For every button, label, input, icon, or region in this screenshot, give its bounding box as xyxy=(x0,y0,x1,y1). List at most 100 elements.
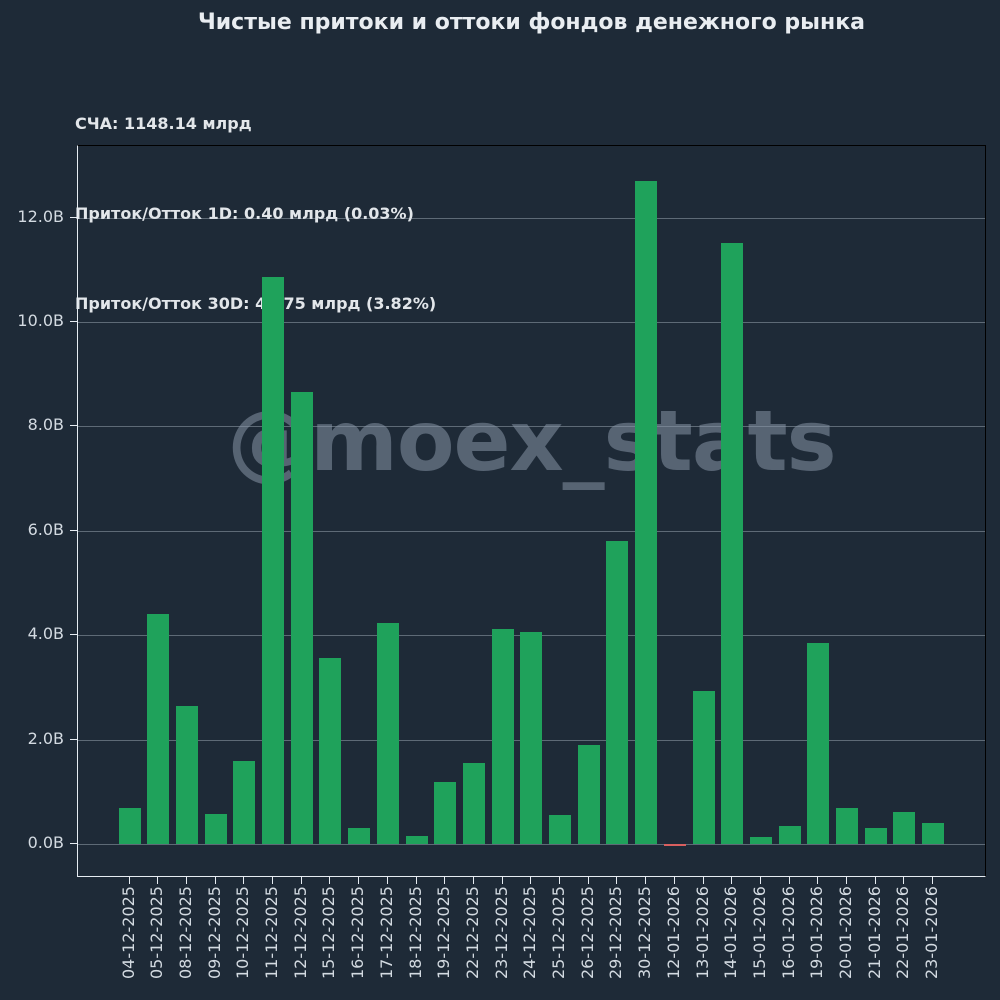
bar-23-01-2026 xyxy=(922,822,945,845)
y-tick-mark xyxy=(70,843,77,845)
bar-22-01-2026 xyxy=(893,812,916,844)
x-tick-label: 04-12-2025 xyxy=(118,886,138,979)
watermark: @moex_stats xyxy=(227,392,836,490)
bar-16-12-2025 xyxy=(348,828,371,845)
bar-04-12-2025 xyxy=(118,807,141,844)
x-tick-label: 20-01-2026 xyxy=(836,886,855,979)
bar-19-12-2025 xyxy=(434,781,457,844)
x-tick-label: 30-12-2025 xyxy=(635,886,655,979)
x-tick-label: 23-01-2026 xyxy=(922,886,942,979)
bar-22-12-2025 xyxy=(462,762,485,844)
bar-21-01-2026 xyxy=(864,827,887,845)
bar-10-12-2025 xyxy=(233,761,256,844)
x-tick-mark xyxy=(702,877,704,884)
y-tick-mark xyxy=(70,425,77,427)
x-tick-mark xyxy=(559,877,560,884)
x-tick-label: 16-12-2025 xyxy=(348,886,368,979)
bar-18-12-2025 xyxy=(405,836,428,844)
y-tick-mark xyxy=(70,634,77,636)
x-tick-label: 19-12-2025 xyxy=(434,886,454,979)
x-tick-mark xyxy=(645,877,647,884)
bar-29-12-2025 xyxy=(606,541,629,844)
bar-17-12-2025 xyxy=(376,622,399,845)
x-tick-label: 17-12-2025 xyxy=(376,886,396,979)
y-tick-label: 10.0B xyxy=(17,311,64,330)
bar-05-12-2025 xyxy=(147,614,170,844)
bar-11-12-2025 xyxy=(262,276,284,844)
x-tick-mark xyxy=(673,877,675,884)
y-tick-label: 4.0B xyxy=(27,624,64,644)
x-tick-mark xyxy=(128,877,130,884)
x-tick-label: 09-12-2025 xyxy=(204,886,224,979)
bar-23-12-2025 xyxy=(491,629,514,845)
x-tick-mark xyxy=(300,877,302,884)
x-tick-label: 29-12-2025 xyxy=(606,886,626,979)
bar-14-01-2026 xyxy=(721,242,744,845)
x-tick-label: 25-12-2025 xyxy=(549,886,568,979)
y-tick-mark xyxy=(70,738,77,740)
x-tick-label: 22-01-2026 xyxy=(893,886,913,979)
bar-30-12-2025 xyxy=(635,180,658,845)
gridline-12.0B xyxy=(78,217,985,219)
stat-flow-1d: Приток/Отток 1D: 0.40 млрд (0.03%) xyxy=(75,204,414,223)
x-tick-label: 22-12-2025 xyxy=(462,886,482,979)
gridline-10.0B xyxy=(78,322,985,323)
x-tick-label: 24-12-2025 xyxy=(520,886,540,979)
y-tick-label: 2.0B xyxy=(27,728,64,748)
x-tick-mark xyxy=(501,877,503,884)
x-tick-mark xyxy=(185,877,187,884)
bar-13-01-2026 xyxy=(692,691,715,845)
y-tick-mark xyxy=(70,216,77,218)
x-tick-mark xyxy=(444,877,446,884)
bar-24-12-2025 xyxy=(520,631,543,845)
x-tick-mark xyxy=(587,877,589,884)
bar-26-12-2025 xyxy=(577,744,600,845)
x-tick-label: 12-01-2026 xyxy=(663,886,683,979)
x-tick-label: 08-12-2025 xyxy=(175,886,195,979)
x-tick-label: 15-01-2026 xyxy=(749,886,769,979)
x-tick-label: 18-12-2025 xyxy=(405,886,425,979)
y-tick-label: 6.0B xyxy=(27,519,64,539)
x-tick-mark xyxy=(874,877,876,884)
x-tick-label: 05-12-2025 xyxy=(147,886,167,979)
x-tick-mark xyxy=(817,877,819,884)
x-tick-mark xyxy=(243,877,245,884)
x-tick-label: 26-12-2025 xyxy=(577,886,597,979)
bar-16-01-2026 xyxy=(778,825,801,845)
bar-12-12-2025 xyxy=(290,391,313,844)
bar-09-12-2025 xyxy=(204,813,227,845)
x-tick-mark xyxy=(358,877,360,884)
chart-title: Чистые притоки и оттоки фондов денежного… xyxy=(197,10,865,35)
x-tick-mark xyxy=(530,877,532,884)
y-tick-label: 0.0B xyxy=(27,833,64,853)
bar-15-01-2026 xyxy=(749,837,772,845)
x-tick-mark xyxy=(932,877,934,884)
y-tick-label: 12.0B xyxy=(17,206,64,226)
x-tick-label: 19-01-2026 xyxy=(807,886,827,979)
y-tick-label: 8.0B xyxy=(27,415,64,435)
x-tick-mark xyxy=(759,877,761,884)
x-tick-label: 13-01-2026 xyxy=(692,886,712,979)
x-tick-mark xyxy=(386,877,388,884)
stats-block: СЧА: 1148.14 млрд Приток/Отток 1D: 0.40 … xyxy=(75,49,436,379)
x-tick-mark xyxy=(616,877,618,884)
x-tick-label: 23-12-2025 xyxy=(491,886,511,979)
x-tick-label: 16-01-2026 xyxy=(778,886,798,979)
x-tick-label: 15-12-2025 xyxy=(319,886,339,979)
bar-19-01-2026 xyxy=(807,643,830,844)
x-tick-mark xyxy=(788,877,790,884)
stat-nav: СЧА: 1148.14 млрд xyxy=(75,114,252,133)
x-tick-mark xyxy=(214,877,216,884)
y-tick-mark xyxy=(70,529,77,531)
bar-15-12-2025 xyxy=(319,658,342,845)
bar-08-12-2025 xyxy=(175,706,198,844)
plot-area: @moex_stats xyxy=(77,145,986,877)
gridline-6.0B xyxy=(78,530,985,532)
x-tick-mark xyxy=(272,877,273,884)
gridline-0.0B xyxy=(78,844,985,846)
x-tick-label: 11-12-2025 xyxy=(262,886,281,979)
bar-12-01-2026 xyxy=(663,844,686,847)
x-tick-label: 12-12-2025 xyxy=(290,886,310,979)
stat-flow-30d: Приток/Отток 30D: 41.75 млрд (3.82%) xyxy=(75,294,437,313)
